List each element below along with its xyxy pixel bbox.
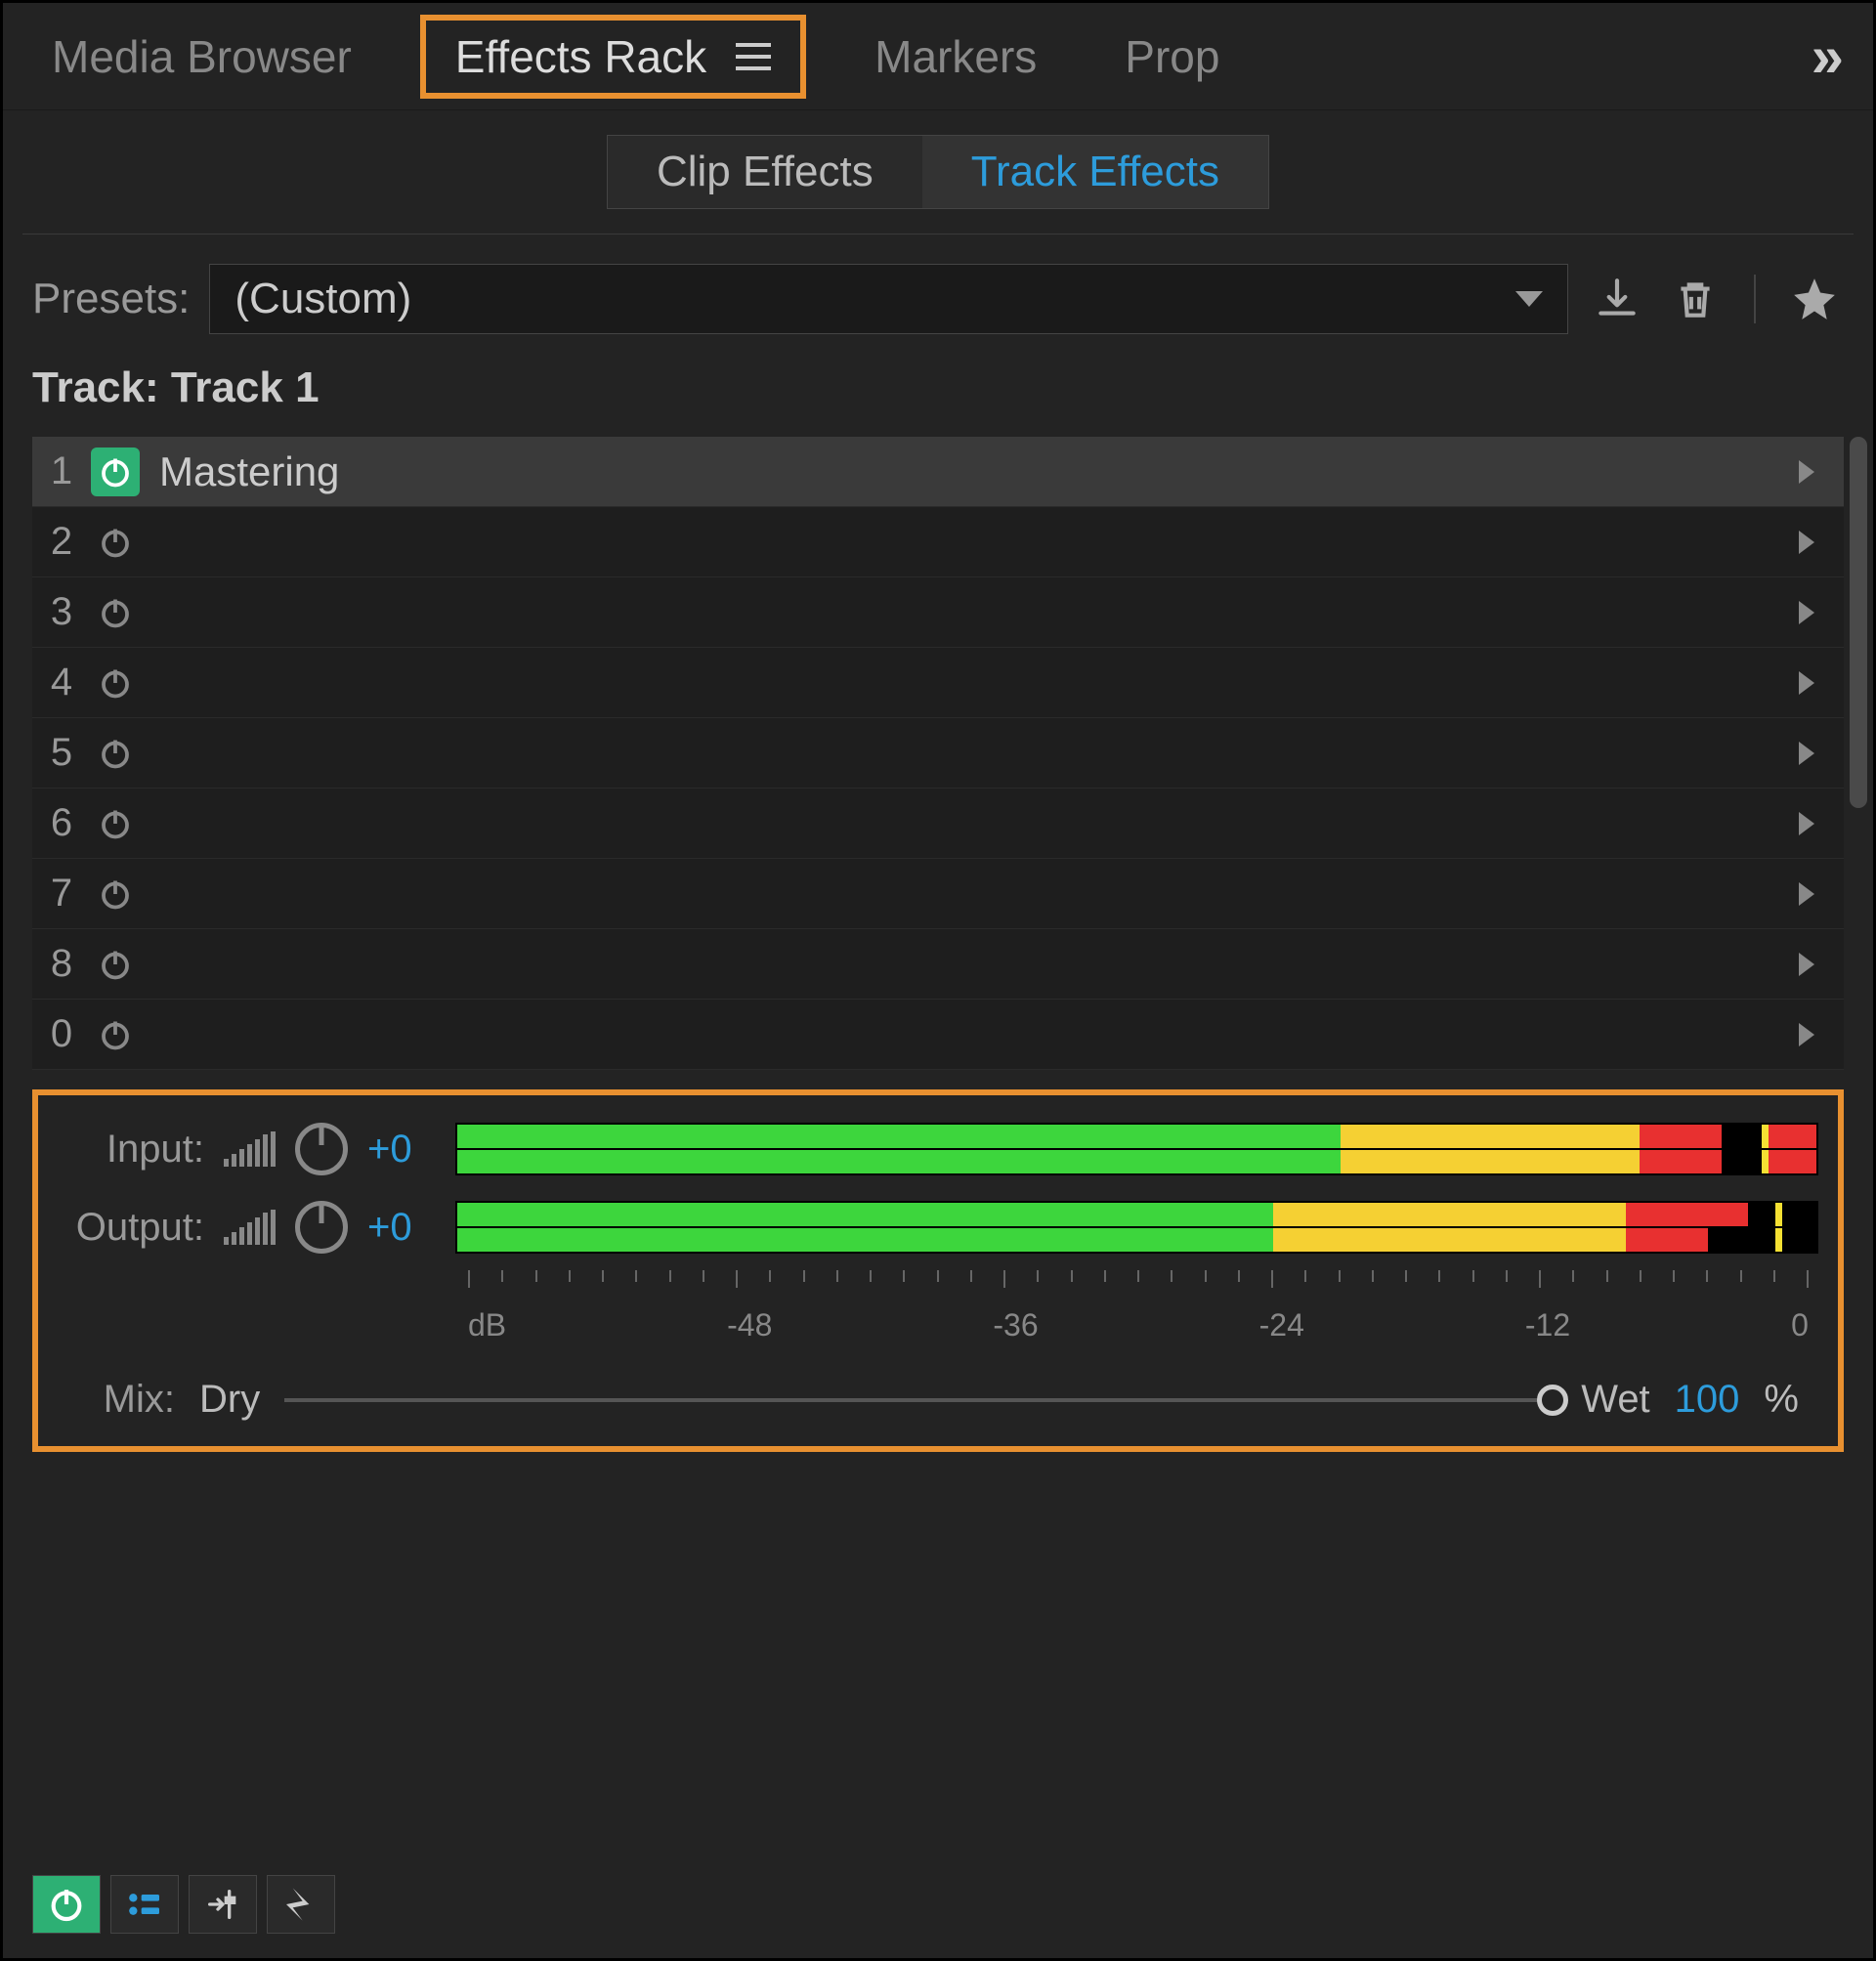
slot-power-button[interactable] <box>91 940 140 989</box>
output-level-icon <box>224 1210 276 1245</box>
slot-power-button[interactable] <box>91 659 140 707</box>
input-gain-knob[interactable] <box>295 1123 348 1175</box>
slot-number: 7 <box>32 872 91 916</box>
slot-number: 2 <box>32 520 91 564</box>
output-meter <box>455 1201 1818 1254</box>
mix-slider[interactable] <box>284 1398 1556 1402</box>
slot-effect-name: Mastering <box>159 448 1799 495</box>
input-meter <box>455 1123 1818 1175</box>
effect-slot-row[interactable]: 8 <box>32 929 1844 1000</box>
slot-expand-icon[interactable] <box>1799 812 1814 835</box>
slot-expand-icon[interactable] <box>1799 1023 1814 1046</box>
effect-slot-row[interactable]: 3 <box>32 577 1844 648</box>
tab-prop[interactable]: Prop <box>1105 21 1239 93</box>
fx-power-toggle[interactable] <box>32 1875 101 1934</box>
sub-tab-clip-effects[interactable]: Clip Effects <box>608 136 922 208</box>
divider <box>1754 275 1756 323</box>
mix-slider-handle[interactable] <box>1537 1385 1568 1416</box>
slot-number: 6 <box>32 801 91 845</box>
output-gain-value[interactable]: +0 <box>367 1206 436 1250</box>
effect-slot-row[interactable]: 0 <box>32 1000 1844 1070</box>
slot-power-button[interactable] <box>91 518 140 567</box>
slot-power-button[interactable] <box>91 799 140 848</box>
fx-bypass-button[interactable] <box>267 1875 335 1934</box>
input-row: Input: +0 <box>58 1110 1818 1188</box>
io-meters-section: Input: +0 Output: +0 dB-48-36-24-120 Mix <box>32 1089 1844 1452</box>
effect-slot-row[interactable]: 1 Mastering <box>32 437 1844 507</box>
slots-scrollbar[interactable] <box>1850 437 1867 808</box>
slot-number: 1 <box>32 449 91 493</box>
tab-effects-rack[interactable]: Effects Rack <box>420 15 806 99</box>
output-label: Output: <box>58 1206 204 1250</box>
effect-slot-row[interactable]: 4 <box>32 648 1844 718</box>
presets-label: Presets: <box>32 275 190 323</box>
tab-effects-rack-label: Effects Rack <box>455 30 706 83</box>
effect-slot-row[interactable]: 7 <box>32 859 1844 929</box>
fx-insert-button[interactable] <box>189 1875 257 1934</box>
fx-list-view-button[interactable] <box>110 1875 179 1934</box>
slot-expand-icon[interactable] <box>1799 460 1814 484</box>
top-tabs: Media Browser Effects Rack Markers Prop … <box>3 3 1873 110</box>
slot-expand-icon[interactable] <box>1799 953 1814 976</box>
tabs-overflow-icon[interactable]: » <box>1812 22 1844 90</box>
presets-value: (Custom) <box>234 275 411 323</box>
delete-preset-button[interactable] <box>1666 270 1725 328</box>
effects-rack-panel: Media Browser Effects Rack Markers Prop … <box>0 0 1876 1961</box>
db-scale-ticks <box>58 1270 1818 1288</box>
slot-power-button[interactable] <box>91 1010 140 1059</box>
mix-value[interactable]: 100 <box>1675 1378 1740 1422</box>
mix-row: Mix: Dry Wet 100 % <box>58 1378 1818 1422</box>
sub-tab-track-effects[interactable]: Track Effects <box>922 136 1268 208</box>
slot-number: 5 <box>32 731 91 775</box>
slot-number: 3 <box>32 590 91 634</box>
effect-slot-row[interactable]: 6 <box>32 789 1844 859</box>
slot-power-button[interactable] <box>91 729 140 778</box>
slot-expand-icon[interactable] <box>1799 601 1814 624</box>
presets-dropdown[interactable]: (Custom) <box>209 264 1568 334</box>
effect-slot-row[interactable]: 5 <box>32 718 1844 789</box>
panel-menu-icon[interactable] <box>736 43 771 70</box>
sub-tabs: Clip Effects Track Effects <box>3 110 1873 234</box>
slot-expand-icon[interactable] <box>1799 531 1814 554</box>
track-label: Track: Track 1 <box>3 359 1873 437</box>
presets-row: Presets: (Custom) <box>3 254 1873 359</box>
slot-number: 0 <box>32 1012 91 1056</box>
slot-power-button[interactable] <box>91 870 140 918</box>
input-gain-value[interactable]: +0 <box>367 1128 436 1172</box>
output-gain-knob[interactable] <box>295 1201 348 1254</box>
mix-percent-label: % <box>1764 1378 1799 1422</box>
favorite-button[interactable] <box>1785 270 1844 328</box>
db-scale-labels: dB-48-36-24-120 <box>58 1307 1818 1343</box>
bottom-toolbar <box>3 1851 1873 1958</box>
slot-expand-icon[interactable] <box>1799 742 1814 765</box>
effect-slot-row[interactable]: 2 <box>32 507 1844 577</box>
effect-slots: 1 Mastering 2 3 4 5 6 <box>3 437 1873 1070</box>
output-row: Output: +0 <box>58 1188 1818 1266</box>
slot-power-button[interactable] <box>91 588 140 637</box>
slot-number: 4 <box>32 661 91 704</box>
tab-media-browser[interactable]: Media Browser <box>32 21 371 93</box>
slot-expand-icon[interactable] <box>1799 671 1814 695</box>
save-preset-button[interactable] <box>1588 270 1646 328</box>
mix-wet-label: Wet <box>1581 1378 1649 1422</box>
tab-markers[interactable]: Markers <box>855 21 1056 93</box>
mix-label: Mix: <box>77 1378 175 1422</box>
input-level-icon <box>224 1131 276 1167</box>
slot-expand-icon[interactable] <box>1799 882 1814 906</box>
mix-dry-label: Dry <box>199 1378 260 1422</box>
slot-power-button[interactable] <box>91 448 140 496</box>
input-label: Input: <box>58 1128 204 1172</box>
slot-number: 8 <box>32 942 91 986</box>
chevron-down-icon <box>1515 291 1543 307</box>
